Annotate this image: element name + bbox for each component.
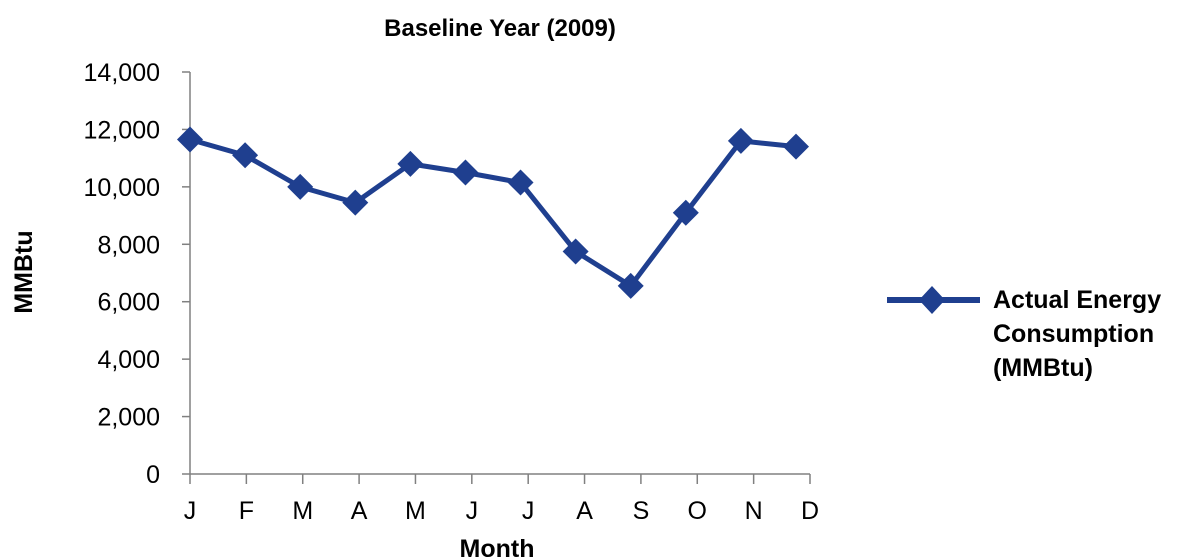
x-tick-label: J: [466, 497, 479, 525]
y-tick-label: 4,000: [97, 346, 160, 374]
y-tick-label: 12,000: [84, 116, 160, 144]
x-tick-label: J: [522, 497, 535, 525]
axes: [189, 72, 810, 475]
y-tick-label: 14,000: [84, 59, 160, 87]
y-tick-label: 6,000: [97, 289, 160, 317]
y-tick-label: 0: [146, 461, 160, 489]
legend-label-line-2: Consumption: [993, 320, 1154, 348]
data-point-marker: [232, 142, 259, 169]
data-point-marker: [397, 150, 424, 177]
x-tick-label: S: [633, 497, 650, 525]
y-tick-label: 2,000: [97, 404, 160, 432]
x-tick-label: D: [801, 497, 819, 525]
x-axis-title: Month: [460, 535, 535, 560]
x-tick-label: M: [292, 497, 313, 525]
x-tick-label: O: [688, 497, 707, 525]
series-line: [189, 137, 797, 289]
legend-label-line-3: (MMBtu): [993, 354, 1093, 382]
x-tick-label: F: [239, 497, 254, 525]
data-point-marker: [177, 126, 203, 153]
y-axis-title: MMBtu: [10, 230, 38, 313]
x-tick-label: J: [184, 497, 197, 525]
data-point-marker: [727, 127, 754, 154]
x-tick-label: M: [405, 497, 426, 525]
data-point-marker: [562, 238, 589, 265]
data-point-marker: [672, 199, 699, 226]
data-point-marker: [452, 159, 479, 186]
data-point-marker: [507, 169, 534, 196]
chart-title: Baseline Year (2009): [384, 15, 616, 42]
legend: Actual Energy Consumption (MMBtu): [887, 286, 1161, 382]
x-tick-label: N: [745, 497, 763, 525]
series-layer: [177, 126, 809, 299]
x-tick-label: A: [576, 497, 593, 525]
y-axis-ticks: 0 2,000 4,000 6,000 8,000 10,000 12,000 14,000: [84, 59, 190, 489]
data-point-marker: [783, 133, 809, 160]
y-tick-label: 10,000: [84, 174, 160, 202]
legend-diamond-marker: [919, 286, 945, 314]
data-point-marker: [617, 272, 644, 299]
y-tick-label: 8,000: [97, 231, 160, 259]
data-point-marker: [287, 173, 314, 200]
data-point-marker: [342, 189, 369, 216]
x-tick-label: A: [351, 497, 368, 525]
legend-label-line-1: Actual Energy: [993, 286, 1161, 314]
